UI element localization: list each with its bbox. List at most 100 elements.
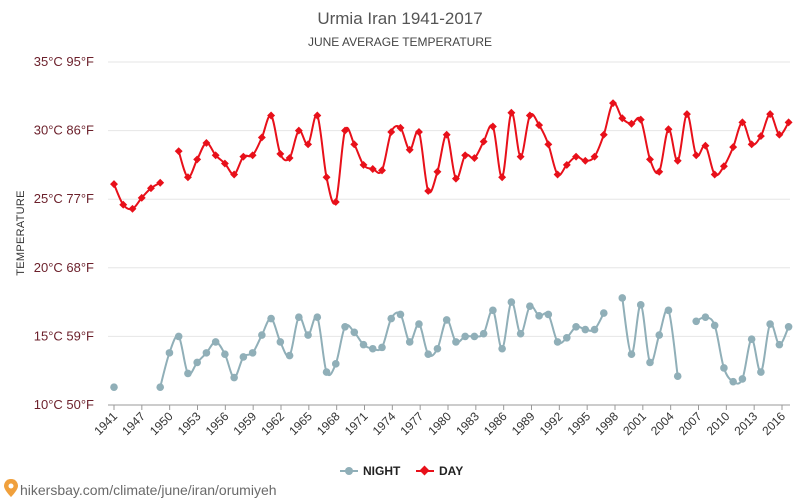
data-point-day[interactable] — [784, 118, 793, 127]
data-point-night[interactable] — [627, 350, 636, 359]
data-point-night[interactable] — [544, 310, 553, 319]
data-point-day[interactable] — [248, 151, 257, 160]
data-point-day[interactable] — [470, 154, 479, 162]
data-point-night[interactable] — [553, 338, 562, 346]
data-point-day[interactable] — [636, 115, 645, 124]
data-point-night[interactable] — [424, 350, 433, 359]
data-point-night[interactable] — [535, 312, 543, 320]
data-point-day[interactable] — [646, 155, 654, 164]
data-point-night[interactable] — [174, 332, 183, 341]
data-point-day[interactable] — [719, 162, 728, 171]
data-point-day[interactable] — [137, 193, 146, 202]
data-point-day[interactable] — [220, 159, 229, 168]
data-point-day[interactable] — [599, 130, 608, 139]
data-point-night[interactable] — [572, 322, 580, 331]
data-point-night[interactable] — [784, 322, 793, 331]
data-point-day[interactable] — [442, 130, 451, 139]
data-point-night[interactable] — [165, 349, 174, 357]
data-point-night[interactable] — [618, 294, 627, 302]
data-point-day[interactable] — [156, 178, 165, 187]
data-point-day[interactable] — [174, 147, 183, 156]
data-point-night[interactable] — [757, 368, 765, 376]
data-point-day[interactable] — [193, 155, 202, 164]
data-point-night[interactable] — [507, 298, 516, 306]
data-point-night[interactable] — [378, 343, 386, 352]
data-point-day[interactable] — [424, 187, 433, 195]
data-point-day[interactable] — [147, 184, 155, 193]
data-point-day[interactable] — [525, 111, 534, 120]
data-point-day[interactable] — [692, 151, 701, 160]
data-point-night[interactable] — [341, 322, 349, 331]
data-point-day[interactable] — [257, 133, 266, 142]
data-point-day[interactable] — [183, 173, 192, 182]
data-point-day[interactable] — [673, 156, 682, 165]
data-point-day[interactable] — [368, 165, 377, 173]
data-point-day[interactable] — [747, 140, 756, 149]
data-point-night[interactable] — [405, 338, 414, 346]
data-point-night[interactable] — [387, 314, 396, 323]
data-point-day[interactable] — [285, 154, 294, 162]
data-point-day[interactable] — [304, 140, 313, 149]
data-point-night[interactable] — [692, 317, 700, 326]
data-point-day[interactable] — [516, 152, 525, 161]
data-point-night[interactable] — [516, 329, 525, 338]
data-point-night[interactable] — [498, 344, 506, 353]
data-point-day[interactable] — [572, 152, 581, 161]
data-point-night[interactable] — [248, 349, 257, 357]
footer-link[interactable]: hikersbay.com/climate/june/iran/orumiyeh — [4, 479, 277, 498]
data-point-day[interactable] — [405, 145, 414, 154]
data-point-day[interactable] — [729, 143, 738, 152]
data-point-night[interactable] — [636, 301, 645, 309]
data-point-night[interactable] — [673, 372, 682, 380]
data-point-night[interactable] — [211, 338, 220, 346]
data-point-day[interactable] — [479, 137, 488, 146]
data-point-day[interactable] — [128, 204, 137, 213]
data-point-night[interactable] — [461, 332, 469, 341]
data-point-day[interactable] — [682, 110, 691, 119]
data-point-day[interactable] — [590, 152, 599, 161]
data-point-night[interactable] — [350, 328, 359, 337]
data-point-night[interactable] — [331, 360, 340, 368]
data-point-night[interactable] — [479, 329, 488, 338]
data-point-night[interactable] — [442, 316, 451, 324]
data-point-day[interactable] — [498, 173, 507, 182]
data-point-night[interactable] — [590, 325, 599, 334]
data-point-day[interactable] — [414, 128, 423, 136]
data-point-night[interactable] — [110, 383, 118, 391]
data-point-night[interactable] — [276, 338, 285, 346]
data-point-day[interactable] — [775, 130, 784, 139]
data-point-night[interactable] — [470, 332, 479, 341]
data-point-night[interactable] — [599, 309, 608, 317]
data-point-day[interactable] — [461, 151, 470, 160]
data-point-day[interactable] — [202, 138, 211, 147]
data-point-night[interactable] — [267, 314, 275, 323]
data-point-day[interactable] — [553, 170, 562, 179]
data-point-night[interactable] — [452, 338, 460, 346]
data-point-night[interactable] — [239, 353, 248, 361]
data-point-day[interactable] — [581, 156, 590, 165]
data-point-day[interactable] — [331, 197, 340, 206]
data-point-day[interactable] — [110, 180, 118, 189]
data-point-day[interactable] — [488, 122, 497, 131]
legend-item-night[interactable]: NIGHT — [340, 464, 401, 478]
data-point-night[interactable] — [701, 313, 710, 321]
data-point-day[interactable] — [609, 99, 617, 108]
data-point-day[interactable] — [230, 170, 239, 179]
data-point-day[interactable] — [211, 151, 220, 160]
data-point-day[interactable] — [350, 140, 359, 149]
data-point-day[interactable] — [433, 167, 442, 176]
data-point-night[interactable] — [184, 369, 192, 378]
data-point-night[interactable] — [563, 333, 571, 342]
data-point-night[interactable] — [766, 320, 774, 328]
data-point-night[interactable] — [368, 344, 377, 353]
data-point-night[interactable] — [322, 368, 331, 376]
data-point-night[interactable] — [295, 313, 303, 321]
data-point-night[interactable] — [729, 377, 737, 386]
data-point-night[interactable] — [156, 383, 165, 391]
data-point-night[interactable] — [359, 340, 368, 349]
data-point-night[interactable] — [415, 320, 423, 328]
data-point-day[interactable] — [378, 166, 386, 175]
data-point-day[interactable] — [387, 128, 396, 136]
data-point-night[interactable] — [664, 306, 673, 315]
data-point-night[interactable] — [646, 358, 654, 367]
